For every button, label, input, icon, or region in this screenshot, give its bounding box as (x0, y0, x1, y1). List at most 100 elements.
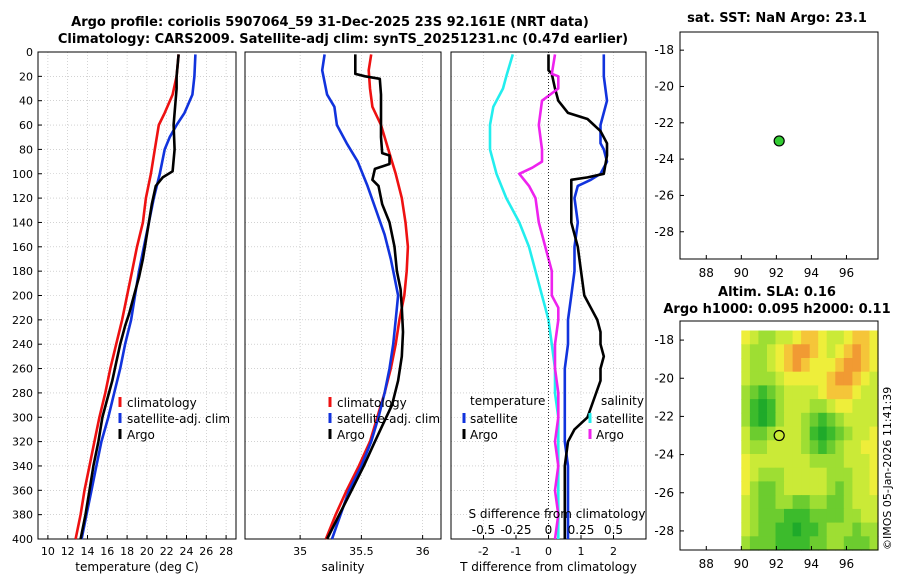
sla-map-cell (852, 467, 862, 482)
sla-map-cell (818, 426, 828, 441)
sla-map-cell (792, 371, 802, 386)
sla-map-cell (749, 426, 759, 441)
depth-tick-label-6: 120 (12, 192, 33, 205)
sla-map-cell (869, 467, 879, 482)
sla-map-cell (758, 385, 768, 400)
depth-tick-label-18: 360 (12, 484, 33, 497)
sla-map-cell (749, 481, 759, 496)
sla-map-cell (749, 522, 759, 537)
sla-map-cell (860, 344, 870, 359)
sla-map-cell (843, 481, 853, 496)
sla-map-cell (758, 399, 768, 414)
sla-map-cell (860, 454, 870, 469)
sla-map-cell (749, 536, 759, 551)
difference-legend-title-left: temperature (470, 394, 545, 408)
sla-map-cell (801, 522, 811, 537)
sst-map-ytick-label-2: -22 (654, 116, 674, 130)
sla-map-cell (826, 385, 836, 400)
sla-map-xtick-label-4: 96 (839, 557, 854, 571)
sla-map-cell (835, 330, 845, 345)
sst-map-ytick-label-3: -24 (654, 152, 674, 166)
sla-map-cell (741, 371, 751, 386)
sla-map-ytick-label-1: -20 (654, 371, 674, 385)
sla-map-cell (860, 522, 870, 537)
sst-map-ytick-label-0: -18 (654, 43, 674, 57)
sla-map-cell (741, 358, 751, 373)
sla-map-cell (767, 371, 777, 386)
sla-map-cell (801, 330, 811, 345)
sla-map-xtick-label-1: 90 (734, 557, 749, 571)
sla-map-cell (758, 454, 768, 469)
salinity-frame (244, 51, 442, 540)
sla-map-cell (741, 467, 751, 482)
salinity-series-satellite-adj-clim (320, 54, 400, 540)
sla-map-cell (775, 508, 785, 524)
salinity-series-climatology (324, 54, 410, 540)
difference-legend-right-label-0: satellite (596, 412, 644, 426)
sla-map-cell (852, 481, 862, 496)
sla-map-cell (818, 536, 828, 551)
sla-map-cell (818, 385, 828, 400)
sla-map-cell (767, 426, 777, 441)
sla-map-cell (749, 412, 759, 428)
difference-legend-title-right: salinity (601, 394, 644, 408)
sla-map-cell (749, 358, 759, 373)
salinity-xtick-label-2: 36 (416, 545, 430, 558)
sla-map-cell (809, 495, 819, 510)
sla-map-cell (843, 522, 853, 537)
sla-map-cell (835, 536, 845, 551)
sla-map-cell (767, 508, 777, 524)
salinity-legend-label-2: Argo (337, 428, 365, 442)
sla-map-cell (818, 495, 828, 510)
sla-map-cell (792, 344, 802, 359)
figure-title-line1: Argo profile: coriolis 5907064_59 31-Dec… (71, 15, 589, 30)
sla-map-cell (758, 344, 768, 359)
sla-map-cell (741, 440, 751, 455)
sla-map-title-line1: Altim. SLA: 0.16 (718, 285, 836, 300)
copyright-stamp: ©IMOS 05-Jan-2026 11:41:39 (881, 386, 894, 550)
sla-map-cell (826, 330, 836, 345)
sla-map-cell (852, 330, 862, 345)
sla-map-cell (809, 344, 819, 359)
sla-map-cell (809, 522, 819, 537)
sla-map-cell (869, 399, 879, 414)
difference-legend-left-label-0: satellite (470, 412, 518, 426)
temperature-xtick-label-4: 18 (120, 545, 134, 558)
sst-map-ytick-label-4: -26 (654, 188, 674, 202)
sla-map-cell (784, 358, 794, 373)
sst-map-frame (679, 31, 879, 260)
sla-map-cell (869, 385, 879, 400)
sla-map-cell (758, 440, 768, 455)
sla-map-cell (860, 536, 870, 551)
sla-map-cell (835, 467, 845, 482)
sla-map-cell (860, 440, 870, 455)
difference-top-tick-label-2: 0 (545, 523, 553, 537)
sla-map-cell (860, 508, 870, 524)
sla-map-cell (843, 426, 853, 441)
sla-map-title-line2: Argo h1000: 0.095 h2000: 0.11 (663, 302, 890, 317)
sla-map-cell (809, 454, 819, 469)
sst-map-title: sat. SST: NaN Argo: 23.1 (687, 11, 867, 26)
sla-map-cell (843, 440, 853, 455)
sla-map-cell (826, 495, 836, 510)
sla-map-cell (758, 536, 768, 551)
sla-map-cell (826, 426, 836, 441)
depth-tick-label-2: 40 (19, 95, 33, 108)
sla-map-cell (741, 454, 751, 469)
sla-map-cell (792, 481, 802, 496)
sla-map-cell (818, 522, 828, 537)
sla-map-cell (860, 481, 870, 496)
difference-xlabel-top: S difference from climatology (469, 507, 646, 521)
sla-map-cell (775, 330, 785, 345)
sla-map-cell (852, 454, 862, 469)
sla-map-xtick-label-0: 88 (699, 557, 714, 571)
sla-map-cell (801, 344, 811, 359)
sla-map-cell (818, 412, 828, 428)
sla-map-cell (741, 385, 751, 400)
sla-map-cell (818, 440, 828, 455)
sla-map-cell (801, 399, 811, 414)
depth-tick-label-4: 80 (19, 143, 33, 156)
sla-map-cell (852, 426, 862, 441)
sla-map-cell (826, 481, 836, 496)
sla-map-cell (784, 344, 794, 359)
